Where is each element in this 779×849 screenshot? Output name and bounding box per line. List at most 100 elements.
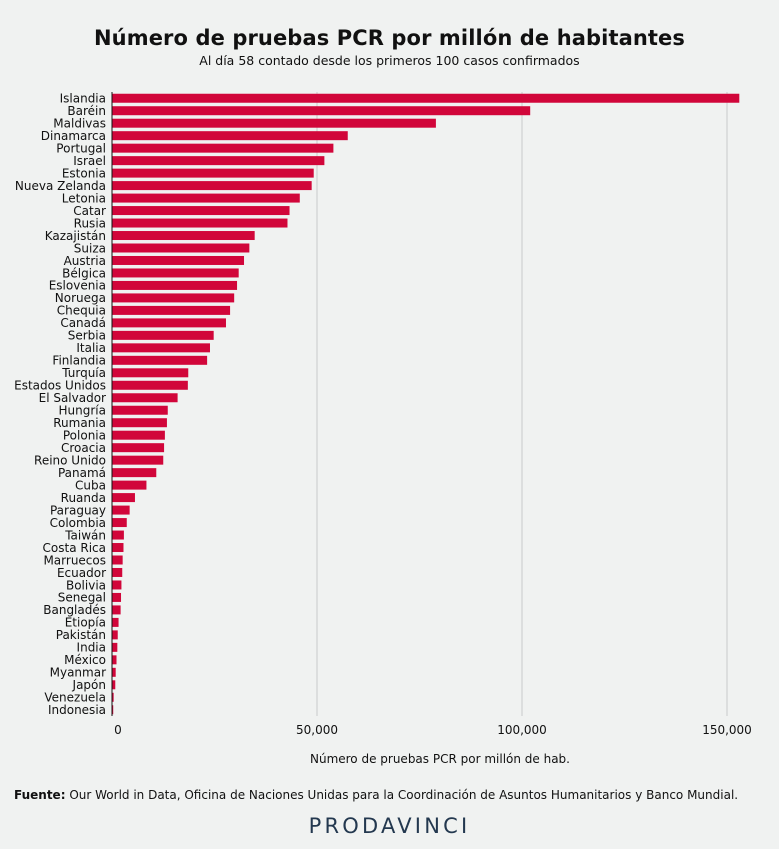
source-text: Our World in Data, Oficina de Naciones U… — [69, 788, 739, 802]
x-axis-label: Número de pruebas PCR por millón de hab. — [309, 752, 570, 766]
category-label: Venezuela — [44, 691, 106, 705]
category-label: Portugal — [56, 141, 106, 155]
category-label: Ruanda — [61, 491, 106, 505]
x-tick-label: 50,000 — [296, 723, 338, 737]
category-label: Croacia — [61, 441, 106, 455]
category-label: Panamá — [58, 466, 106, 480]
x-tick-label: 0 — [114, 723, 122, 737]
category-label: Turquía — [61, 366, 106, 380]
bar — [112, 343, 210, 353]
bar — [112, 131, 348, 141]
category-label: El Salvador — [39, 391, 106, 405]
category-label: Dinamarca — [41, 129, 106, 143]
category-label: Colombia — [50, 516, 106, 530]
category-labels: IslandiaBaréinMaldivasDinamarcaPortugalI… — [14, 92, 106, 718]
bar — [112, 680, 116, 690]
bar — [112, 106, 531, 116]
category-label: Reino Unido — [34, 453, 106, 467]
bar — [112, 218, 288, 228]
bar — [112, 667, 116, 677]
bar — [112, 380, 188, 390]
category-label: Israel — [73, 154, 106, 168]
bars — [112, 93, 740, 715]
bar — [112, 355, 208, 365]
category-label: Indonesia — [48, 703, 106, 717]
category-label: India — [77, 641, 106, 655]
category-label: Letonia — [62, 191, 106, 205]
category-label: Serbia — [68, 329, 106, 343]
category-label: Nueva Zelanda — [15, 179, 106, 193]
bar — [112, 330, 214, 340]
category-label: Finlandia — [52, 354, 106, 368]
bar — [112, 617, 119, 627]
x-tick-label: 150,000 — [702, 723, 752, 737]
category-label: Noruega — [55, 291, 106, 305]
bar — [112, 93, 740, 103]
x-tick-label: 100,000 — [497, 723, 547, 737]
grid-lines — [316, 92, 728, 716]
category-label: Marruecos — [43, 553, 106, 567]
category-label: Bélgica — [62, 266, 106, 280]
bar — [112, 505, 130, 515]
category-label: Estonia — [62, 166, 106, 180]
bar — [112, 156, 325, 166]
bar — [112, 692, 114, 702]
category-label: Austria — [64, 254, 106, 268]
bar — [112, 305, 231, 315]
bar — [112, 642, 118, 652]
category-label: Maldivas — [53, 117, 106, 131]
bar — [112, 655, 117, 665]
category-label: Baréin — [67, 104, 106, 118]
category-label: Ecuador — [57, 566, 106, 580]
bar — [112, 518, 127, 528]
bar — [112, 168, 314, 178]
bar — [112, 255, 245, 265]
bar — [112, 293, 235, 303]
source-label: Fuente: — [14, 788, 66, 802]
category-label: Costa Rica — [43, 541, 106, 555]
bar — [112, 605, 121, 615]
bar — [112, 443, 165, 453]
category-label: Taiwán — [64, 528, 106, 542]
category-label: Myanmar — [50, 666, 106, 680]
bar — [112, 143, 334, 153]
category-label: Etiopía — [65, 616, 106, 630]
bar — [112, 280, 238, 290]
bar — [112, 530, 124, 540]
bar — [112, 268, 239, 278]
bar — [112, 567, 123, 577]
category-label: Bolivia — [66, 578, 106, 592]
bar — [112, 405, 168, 415]
bar — [112, 318, 226, 328]
bar — [112, 468, 157, 478]
bar — [112, 418, 167, 428]
category-label: Bangladés — [43, 603, 106, 617]
x-tick-labels: 0 50,000 100,000 150,000 — [114, 723, 752, 737]
bar — [112, 368, 189, 378]
bar — [112, 231, 255, 241]
bar — [112, 455, 164, 465]
chart-title: Número de pruebas PCR por millón de habi… — [94, 26, 685, 50]
category-label: Paraguay — [50, 503, 106, 517]
source-note: Fuente: Our World in Data, Oficina de Na… — [14, 788, 738, 802]
category-label: Rusia — [74, 216, 106, 230]
category-label: Polonia — [63, 429, 106, 443]
category-label: Canadá — [60, 316, 106, 330]
bar — [112, 580, 122, 590]
bar — [112, 430, 165, 440]
bar — [112, 543, 124, 553]
category-label: México — [64, 653, 106, 667]
bar — [112, 630, 118, 640]
brand-logo: PRODAVINCI — [308, 814, 471, 838]
chart-subtitle: Al día 58 contado desde los primeros 100… — [199, 53, 580, 68]
bar — [112, 193, 300, 203]
category-label: Islandia — [60, 92, 106, 106]
bar — [112, 493, 135, 503]
category-label: Kazajistán — [45, 229, 106, 243]
bar — [112, 555, 123, 565]
bar — [112, 118, 436, 128]
category-label: Chequia — [57, 304, 106, 318]
bar — [112, 243, 250, 253]
bar — [112, 181, 312, 191]
